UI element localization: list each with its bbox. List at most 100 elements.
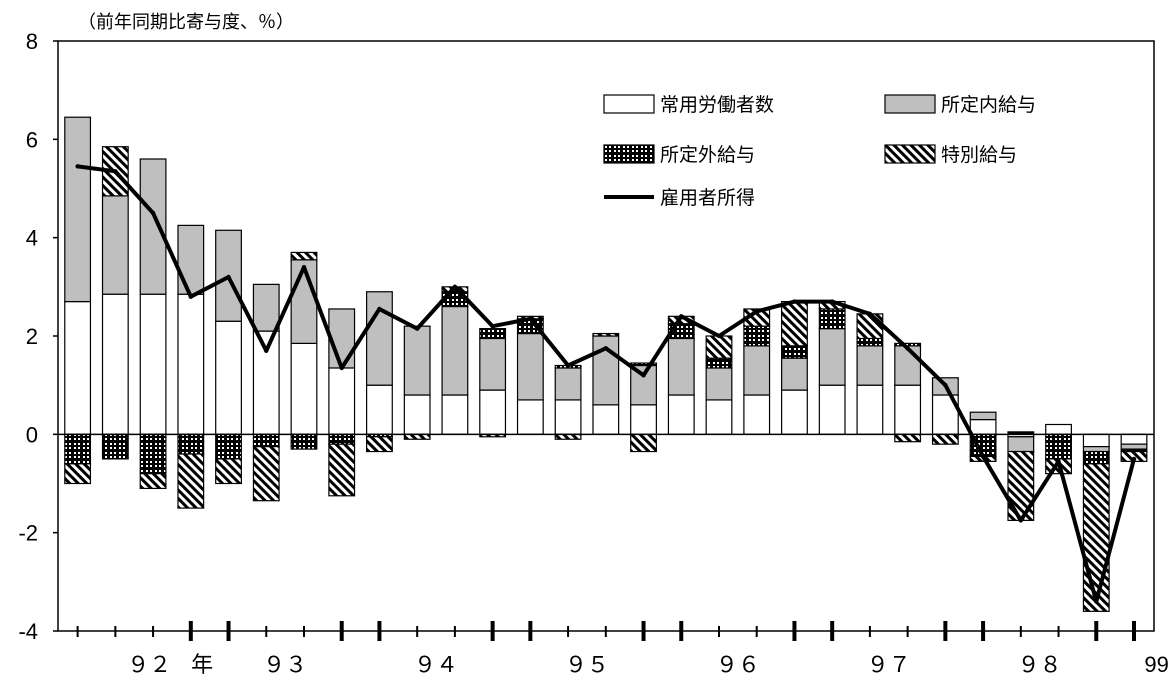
- legend-swatch-white: [603, 94, 655, 114]
- line-point: [565, 363, 571, 368]
- line-point: [1018, 518, 1024, 523]
- bar-segment-hatch: [1007, 450, 1035, 521]
- line-point: [641, 373, 646, 378]
- bar-segment-grid: [818, 308, 846, 330]
- legend-label-line: 雇用者所得: [660, 187, 755, 209]
- bar-segment-hatch: [592, 332, 620, 337]
- line-point: [377, 306, 382, 312]
- bar-segment-hatch: [177, 453, 205, 509]
- bar-segment-hatch: [64, 463, 92, 485]
- y-tick-label: 2: [26, 324, 38, 349]
- bar-segment-white: [290, 342, 318, 435]
- x-axis: ９２ 年 ９３ ９４ ９５ ９６ ９７ ９８ 99: [76, 621, 1169, 677]
- legend-label-white: 常用労働者数: [660, 94, 774, 116]
- bar-segment-gray: [630, 364, 657, 406]
- bar-segment-white: [630, 404, 657, 435]
- bar-segment-white: [1045, 423, 1072, 435]
- y-axis: -4 -2 0 2 4 6 8: [18, 29, 58, 644]
- bar-segment-white: [215, 320, 242, 435]
- bar-segment-gray: [1082, 446, 1110, 453]
- line-point: [1131, 456, 1137, 462]
- unit-label: （前年同期比寄与度、％）: [78, 12, 294, 33]
- line-point: [754, 309, 759, 314]
- y-tick-label: 4: [26, 226, 38, 251]
- bars-layer: [64, 116, 1148, 612]
- bar-segment-hatch: [856, 313, 884, 340]
- bar-segment-white: [366, 384, 393, 435]
- line-layer: [75, 164, 1137, 604]
- line-point: [829, 299, 835, 304]
- bar-segment-hatch: [630, 433, 657, 453]
- bar-segment-grid: [177, 433, 205, 455]
- y-tick-label: 6: [26, 127, 38, 152]
- x-tick-label: ９４: [414, 652, 458, 677]
- bar-segment-white: [479, 389, 507, 435]
- x-tick-label: ９６: [716, 652, 760, 677]
- y-tick-label: 8: [26, 29, 38, 54]
- bar-segment-grid: [139, 433, 167, 475]
- line-point: [301, 264, 307, 270]
- bar-segment-gray: [366, 291, 393, 386]
- bar-segment-hatch: [252, 446, 280, 502]
- bar-segment-grid: [64, 433, 92, 465]
- x-tick-label: 99: [1144, 652, 1168, 677]
- bar-segment-grid: [1045, 433, 1072, 460]
- bar-segment-white: [554, 399, 582, 435]
- bar-segment-hatch: [139, 473, 167, 490]
- bar-segment-grid: [781, 345, 808, 359]
- line-point: [603, 346, 609, 351]
- bar-segment-gray: [856, 345, 884, 386]
- legend-swatch-hatch: [884, 144, 936, 164]
- bar-segment-grid: [215, 433, 242, 460]
- line-point: [188, 294, 194, 299]
- line-point: [452, 284, 458, 290]
- bar-segment-white: [667, 394, 695, 435]
- bar-segment-hatch: [705, 335, 733, 359]
- bar-segment-gray: [101, 195, 129, 295]
- bar-segment-white: [1082, 433, 1110, 448]
- line-point: [1094, 599, 1099, 604]
- bar-segment-grid: [894, 342, 922, 347]
- line-point: [792, 299, 797, 304]
- line-point: [75, 164, 80, 169]
- bar-segment-gray: [215, 229, 242, 322]
- x-tick-label: ９５: [565, 652, 609, 677]
- bar-segment-gray: [554, 367, 582, 401]
- line-point: [339, 365, 344, 371]
- line-point: [943, 382, 948, 388]
- legend-swatch-grid: [603, 144, 655, 164]
- legend-swatch-gray: [884, 94, 936, 114]
- bar-segment-gray: [516, 332, 544, 401]
- bar-segment-white: [743, 394, 771, 435]
- line-point: [1056, 459, 1061, 464]
- legend-label-gray: 所定内給与: [941, 94, 1036, 116]
- bar-segment-gray: [781, 357, 808, 391]
- bar-segment-gray: [705, 367, 733, 401]
- line-point: [867, 311, 873, 317]
- y-tick-label: 0: [26, 422, 38, 447]
- line-point: [226, 274, 231, 280]
- line-point: [980, 454, 986, 459]
- bar-segment-hatch: [215, 458, 242, 485]
- bar-segment-gray: [667, 337, 695, 396]
- bar-segment-gray: [969, 411, 997, 421]
- bar-segment-grid: [328, 433, 356, 445]
- bar-segment-gray: [64, 116, 92, 303]
- y-tick-label: -2: [18, 521, 38, 546]
- bar-segment-grid: [705, 357, 733, 369]
- bar-segment-hatch: [328, 443, 356, 497]
- bar-segment-gray: [139, 158, 167, 295]
- line-point: [264, 348, 269, 353]
- legend-label-hatch: 特別給与: [941, 144, 1017, 166]
- bar-segment-white: [856, 384, 884, 435]
- bar-segment-white: [101, 293, 129, 435]
- bar-segment-gray: [441, 305, 469, 396]
- line-point: [528, 316, 533, 321]
- bar-segment-grid: [1082, 450, 1110, 465]
- bar-segment-white: [705, 399, 733, 435]
- bar-segment-hatch: [931, 433, 959, 445]
- bar-segment-gray: [894, 345, 922, 386]
- bar-segment-grid: [856, 337, 884, 347]
- bar-segment-white: [781, 389, 808, 435]
- bar-segment-gray: [818, 328, 846, 386]
